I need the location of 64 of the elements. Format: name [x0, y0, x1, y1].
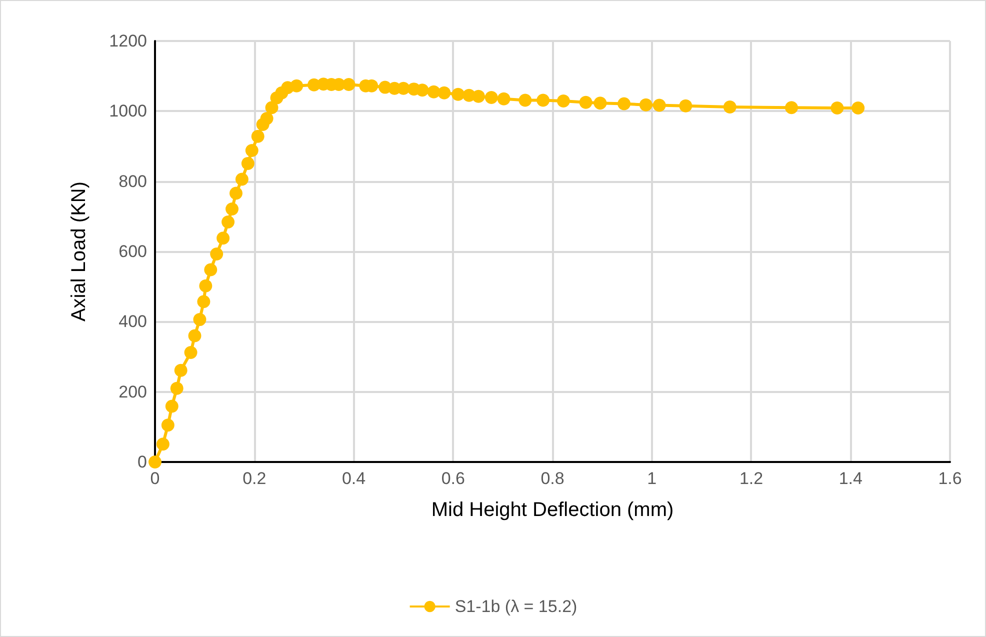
point — [416, 84, 429, 97]
y-tick-label: 0 — [138, 452, 147, 472]
point — [452, 88, 465, 101]
point — [518, 94, 532, 107]
x-tick-label: 0.8 — [540, 469, 564, 488]
point — [852, 102, 865, 115]
point — [184, 346, 198, 360]
point — [579, 96, 592, 109]
point — [197, 295, 210, 308]
y-tick-label: 1000 — [109, 102, 147, 121]
x-tick-label: 1 — [647, 469, 657, 488]
point — [193, 313, 206, 326]
point — [290, 79, 304, 92]
point — [472, 90, 485, 103]
y-axis-title: Axial Load (KN) — [68, 181, 90, 322]
y-tick-label: 400 — [118, 312, 147, 332]
point — [245, 144, 258, 157]
point — [174, 364, 188, 377]
point — [235, 172, 248, 186]
x-tick-label: 1.6 — [938, 469, 962, 488]
point — [188, 329, 202, 342]
point — [618, 97, 631, 110]
x-tick-label: 1.4 — [838, 469, 862, 488]
point — [161, 418, 174, 432]
point — [679, 99, 692, 112]
point — [251, 130, 264, 143]
point — [170, 382, 184, 395]
point — [241, 156, 254, 170]
point — [216, 232, 230, 245]
point — [210, 247, 224, 260]
point — [536, 94, 550, 107]
point — [556, 94, 570, 108]
x-tick-label: 0.2 — [242, 469, 266, 488]
y-tick-label: 600 — [118, 242, 147, 261]
point — [165, 400, 178, 413]
point — [156, 438, 170, 451]
point — [260, 112, 274, 126]
point — [484, 90, 498, 104]
point — [427, 85, 440, 98]
y-tick-label: 800 — [118, 172, 147, 191]
point — [830, 102, 844, 115]
point — [438, 86, 451, 100]
point — [785, 101, 798, 114]
point — [639, 98, 652, 112]
point — [497, 92, 510, 106]
point — [148, 456, 162, 468]
x-axis-title: Mid Height Deflection (mm) — [431, 499, 674, 521]
y-tick-label: 200 — [118, 382, 147, 402]
point — [204, 263, 218, 276]
legend-label: S1-1b (λ = 15.2) — [454, 597, 578, 616]
x-tick-label: 0 — [150, 469, 160, 488]
point — [222, 216, 235, 229]
point — [652, 98, 666, 112]
point — [265, 101, 278, 114]
point — [199, 279, 212, 292]
x-tick-label: 0.6 — [441, 469, 465, 488]
point — [226, 202, 239, 216]
point — [723, 100, 736, 114]
x-tick-label: 1.2 — [739, 469, 764, 488]
point — [594, 96, 607, 110]
point — [342, 78, 356, 91]
y-tick-label: 1200 — [109, 32, 147, 50]
x-tick-label: 0.4 — [342, 469, 366, 488]
point — [230, 186, 242, 200]
